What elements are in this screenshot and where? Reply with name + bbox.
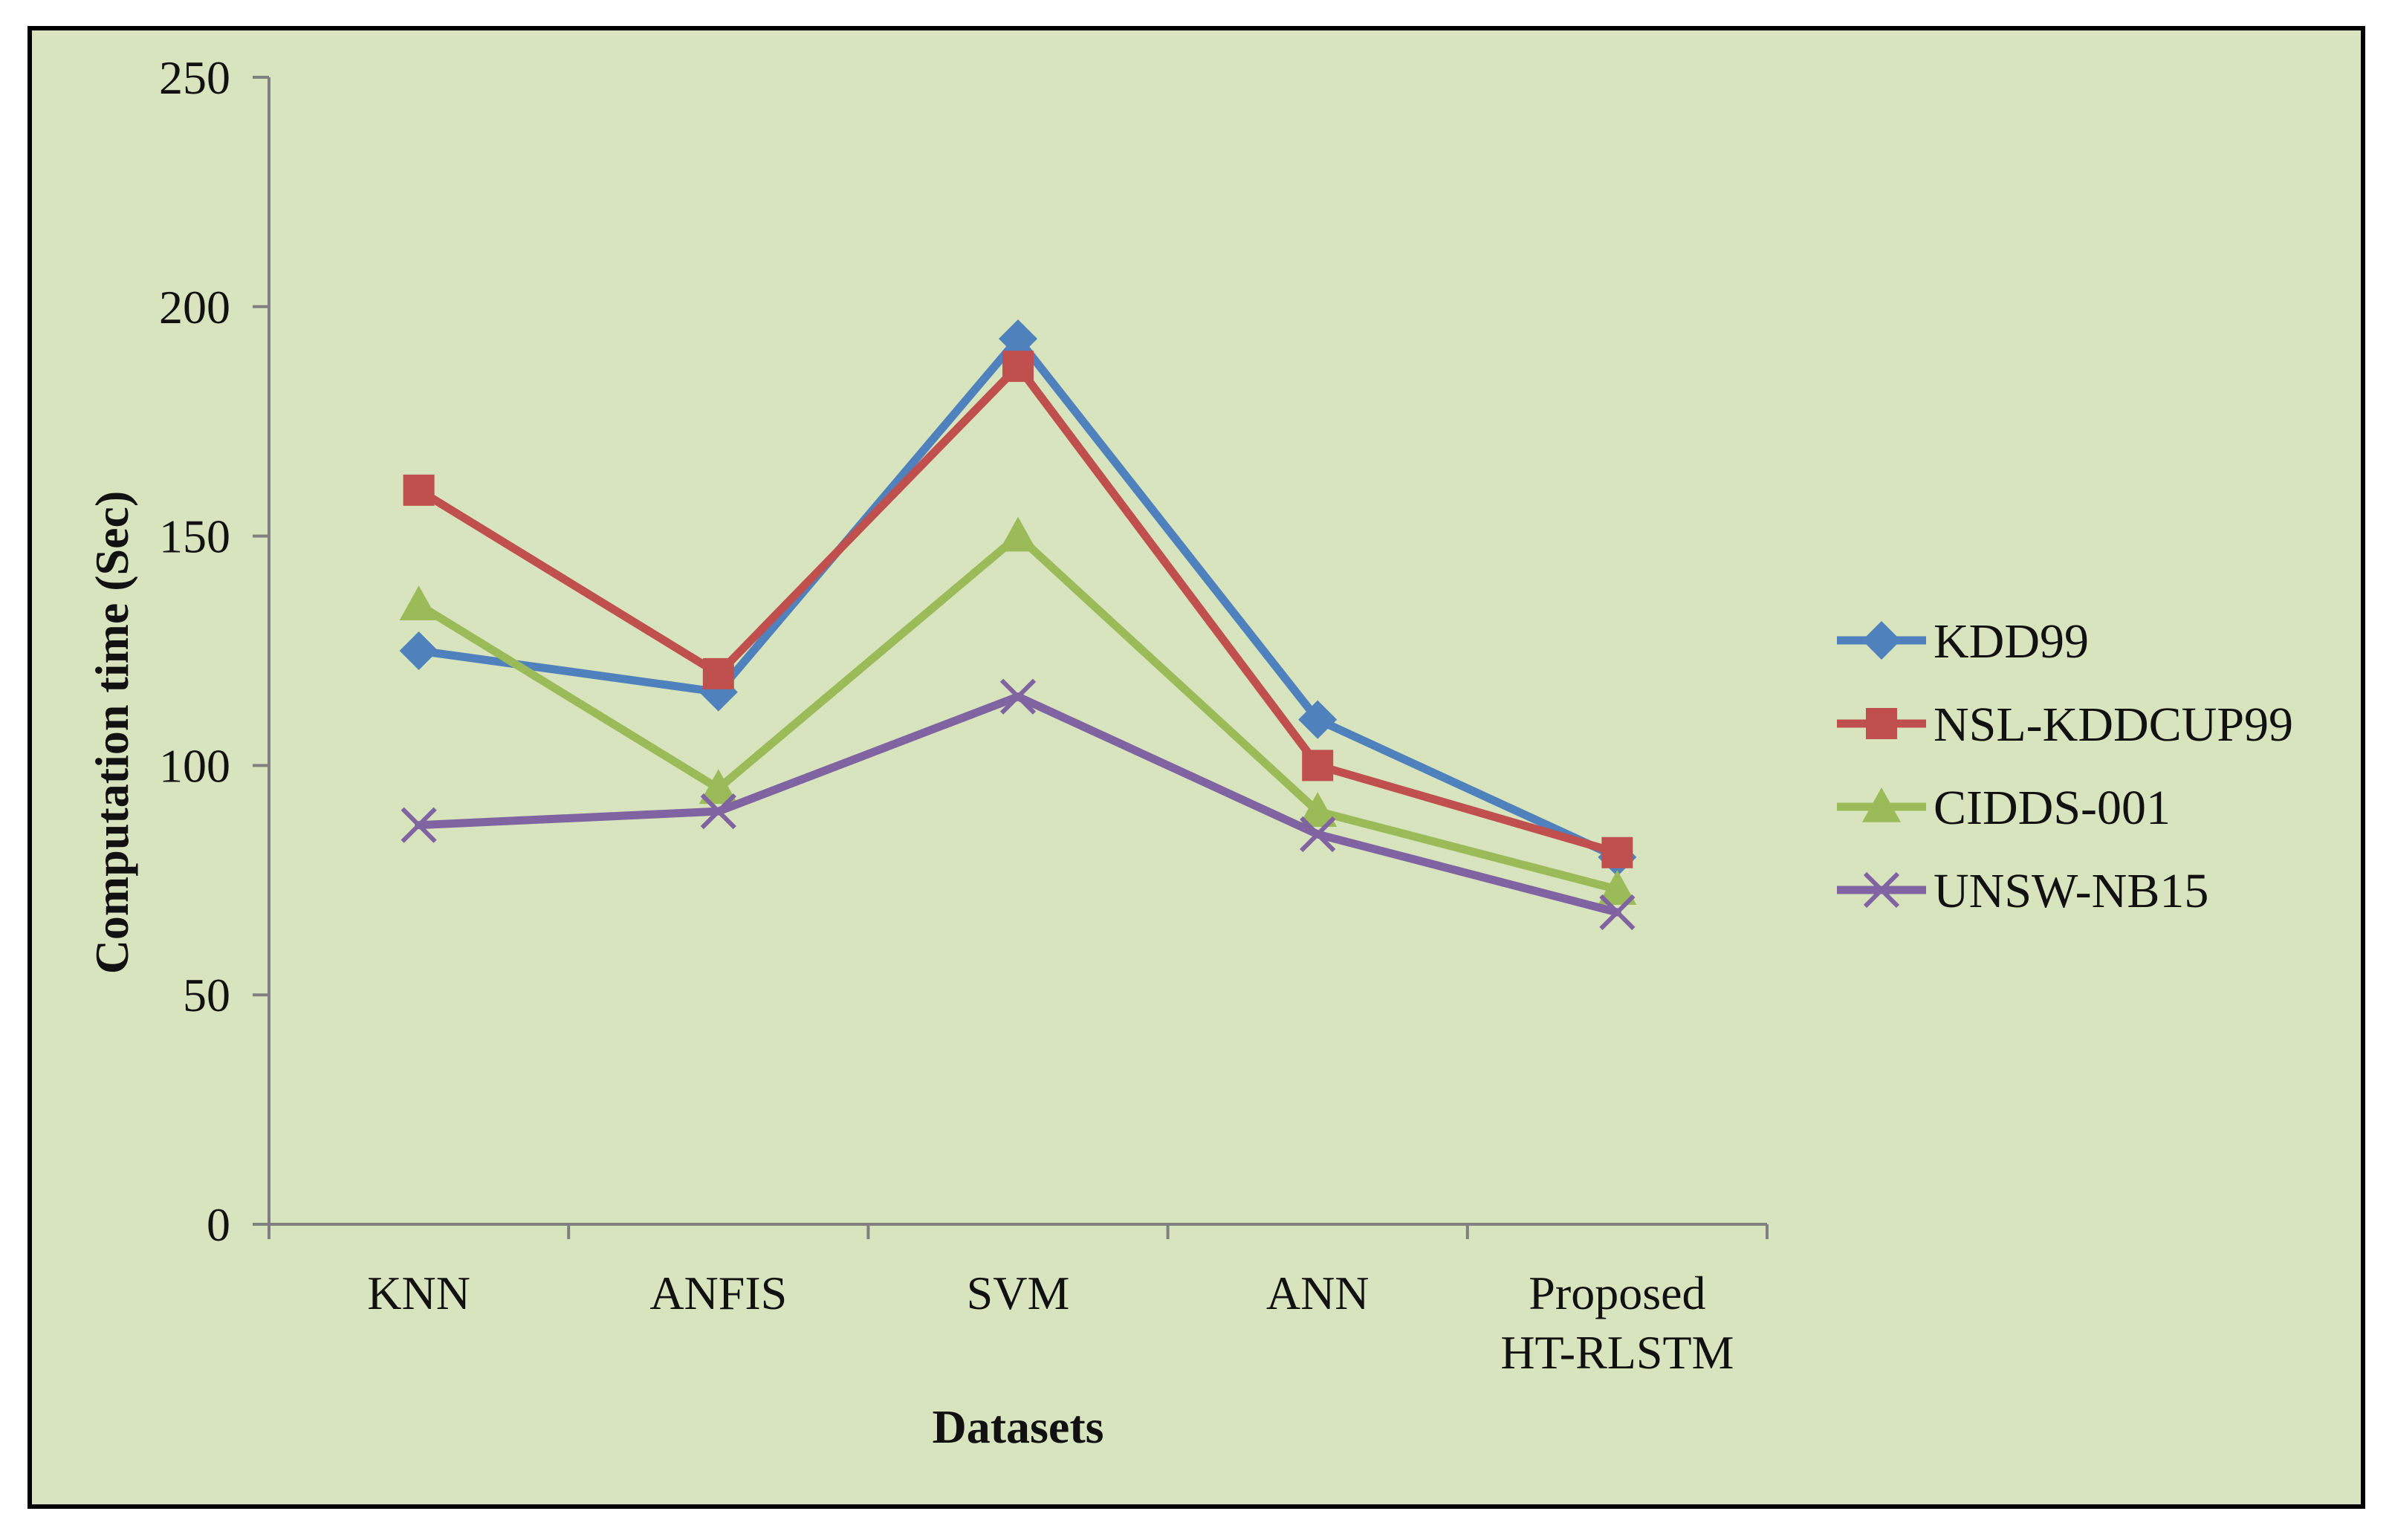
y-tick-label: 250 bbox=[159, 51, 230, 104]
legend-label-kdd99: KDD99 bbox=[1934, 614, 2089, 669]
x-tick-label: ANN bbox=[1266, 1267, 1370, 1319]
data-point-cidds-001 bbox=[399, 585, 438, 621]
y-tick-label: 0 bbox=[207, 1198, 230, 1251]
data-point-unsw-nb15 bbox=[999, 678, 1037, 715]
chart-background bbox=[27, 26, 2365, 1509]
legend-marker-cidds-001 bbox=[1862, 787, 1901, 822]
y-tick-label: 100 bbox=[159, 739, 230, 792]
y-axis-title: Computation time (Sec) bbox=[85, 491, 138, 975]
y-tick-label: 50 bbox=[183, 969, 230, 1021]
x-tick-label: KNN bbox=[367, 1267, 470, 1319]
data-point-nsl-kddcup99 bbox=[403, 474, 435, 506]
data-point-cidds-001 bbox=[699, 769, 738, 805]
data-point-nsl-kddcup99 bbox=[1601, 836, 1633, 868]
data-point-cidds-001 bbox=[1298, 792, 1338, 827]
data-point-unsw-nb15 bbox=[1300, 816, 1336, 853]
data-point-unsw-nb15 bbox=[401, 807, 437, 843]
legend-marker-unsw-nb15 bbox=[1863, 871, 1900, 909]
data-point-nsl-kddcup99 bbox=[702, 657, 734, 689]
data-point-kdd99 bbox=[1298, 700, 1338, 739]
legend-label-nsl-kddcup99: NSL-KDDCUP99 bbox=[1934, 698, 2293, 752]
x-tick-label: HT-RLSTM bbox=[1500, 1326, 1734, 1379]
legend-label-unsw-nb15: UNSW-NB15 bbox=[1934, 864, 2208, 918]
data-point-cidds-001 bbox=[999, 516, 1037, 552]
data-point-nsl-kddcup99 bbox=[1302, 750, 1334, 782]
legend-marker-nsl-kddcup99 bbox=[1866, 708, 1897, 739]
y-tick-label: 200 bbox=[159, 281, 230, 334]
data-point-unsw-nb15 bbox=[1599, 894, 1636, 931]
legend-label-cidds-001: CIDDS-001 bbox=[1934, 781, 2171, 835]
data-point-unsw-nb15 bbox=[700, 793, 736, 830]
legend-marker-kdd99 bbox=[1862, 621, 1901, 660]
data-point-kdd99 bbox=[999, 319, 1037, 359]
data-point-kdd99 bbox=[399, 631, 438, 670]
data-point-nsl-kddcup99 bbox=[1002, 351, 1034, 383]
x-tick-label: SVM bbox=[967, 1267, 1070, 1319]
data-point-cidds-001 bbox=[1598, 870, 1637, 905]
y-tick-label: 150 bbox=[159, 510, 230, 563]
x-tick-label: ANFIS bbox=[649, 1267, 787, 1319]
x-tick-label: Proposed bbox=[1529, 1267, 1705, 1319]
x-axis-title: Datasets bbox=[932, 1400, 1103, 1453]
